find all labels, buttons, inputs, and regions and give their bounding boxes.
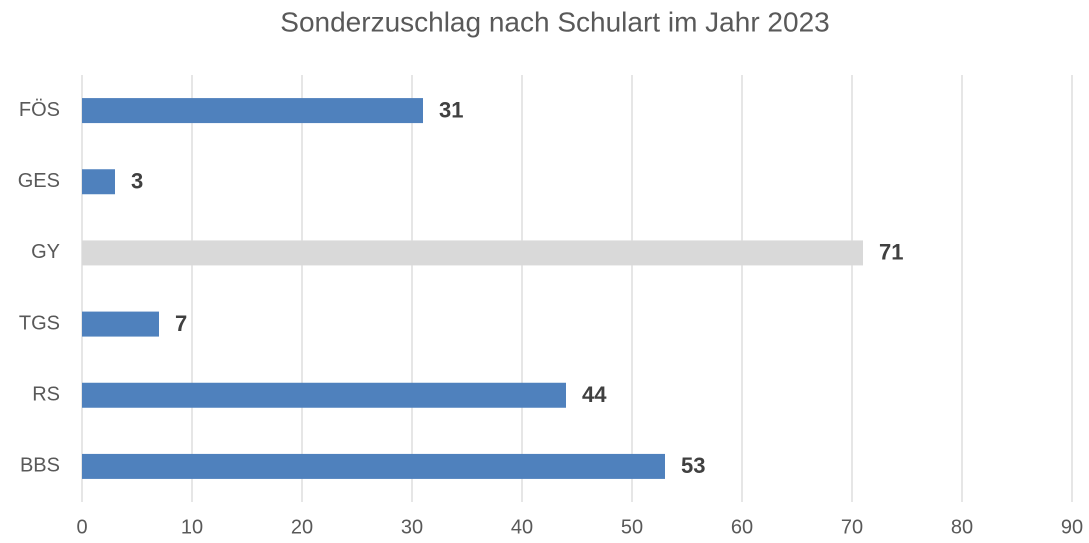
data-label: 71 — [879, 240, 903, 265]
x-tick-label: 90 — [1061, 516, 1083, 538]
y-tick-label: TGS — [19, 312, 60, 334]
y-tick-label: BBS — [20, 455, 60, 477]
x-tick-label: 70 — [841, 516, 863, 538]
bar — [82, 98, 423, 124]
bar — [82, 453, 665, 479]
x-tick-label: 30 — [401, 516, 423, 538]
y-tick-label: RS — [32, 384, 60, 406]
data-label: 31 — [439, 97, 463, 122]
data-label: 7 — [175, 311, 187, 336]
x-tick-label: 80 — [951, 516, 973, 538]
bar — [82, 169, 115, 195]
bar — [82, 311, 159, 337]
x-tick-label: 60 — [731, 516, 753, 538]
x-tick-label: 40 — [511, 516, 533, 538]
chart-title: Sonderzuschlag nach Schulart im Jahr 202… — [280, 6, 829, 37]
data-label: 44 — [582, 382, 607, 407]
bar — [82, 382, 566, 408]
x-tick-label: 50 — [621, 516, 643, 538]
y-tick-label: FÖS — [19, 99, 60, 121]
x-tick-label: 20 — [291, 516, 313, 538]
x-tick-label: 0 — [76, 516, 87, 538]
bar — [82, 240, 863, 266]
data-label: 53 — [681, 453, 705, 478]
y-tick-label: GES — [18, 170, 60, 192]
data-label: 3 — [131, 169, 143, 194]
x-tick-label: 10 — [181, 516, 203, 538]
y-tick-label: GY — [31, 241, 60, 263]
